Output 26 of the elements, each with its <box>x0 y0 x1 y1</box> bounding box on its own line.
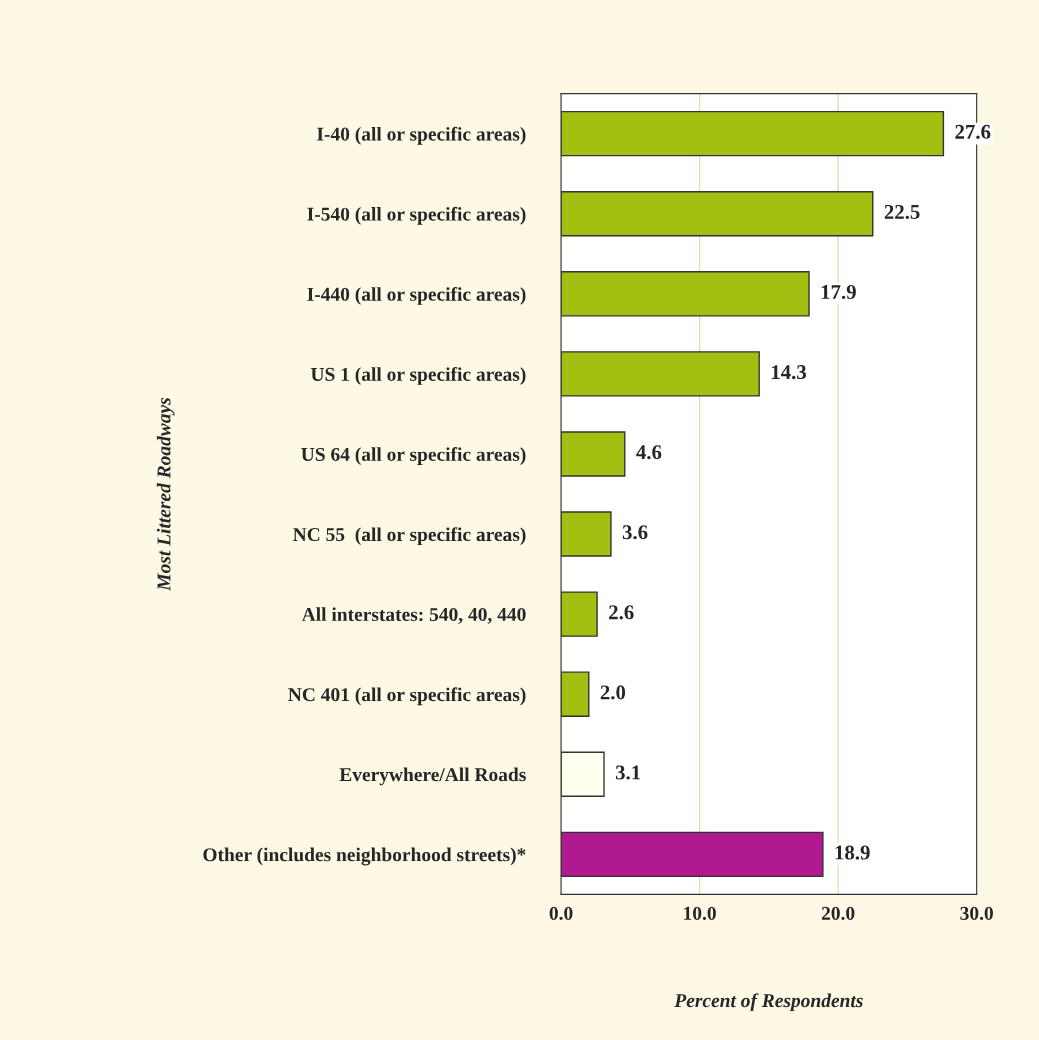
y-axis-title: Most Littered Roadways <box>156 397 175 591</box>
y-tick-label: I-440 (all or specific areas) <box>307 286 526 305</box>
data-label: 22.5 <box>884 204 920 220</box>
data-label: 3.1 <box>615 765 641 780</box>
data-label: 14.3 <box>771 365 807 380</box>
data-label: 3.6 <box>622 525 648 540</box>
y-tick-label: NC 55 (all or specific areas) <box>293 527 526 546</box>
y-tick-label: US 1 (all or specific areas) <box>310 367 526 385</box>
y-tick-label: Other (includes neighborhood streets)* <box>203 847 526 866</box>
data-label: 17.9 <box>821 285 856 300</box>
x-tick-label: 10.0 <box>684 906 716 920</box>
x-tick-label: 0.0 <box>549 906 573 920</box>
y-tick-label: I-540 (all or specific areas) <box>307 206 526 225</box>
y-tick-label: All interstates: 540, 40, 440 <box>301 607 526 624</box>
data-label: 4.6 <box>636 445 662 460</box>
y-tick-label: Everywhere/All Roads <box>339 767 526 786</box>
y-tick-label: I-40 (all or specific areas) <box>317 126 526 145</box>
data-label: 2.0 <box>600 685 626 700</box>
data-label: 18.9 <box>835 845 870 860</box>
x-tick-label: 20.0 <box>821 906 855 920</box>
data-label: 2.6 <box>609 605 634 620</box>
x-tick-label: 30.0 <box>960 906 993 920</box>
y-tick-label: NC 401 (all or specific areas) <box>288 687 526 706</box>
data-label: 27.6 <box>955 124 991 139</box>
y-tick-label: US 64 (all or specific areas) <box>301 447 526 465</box>
x-axis-title: Percent of Respondents <box>674 993 863 1012</box>
